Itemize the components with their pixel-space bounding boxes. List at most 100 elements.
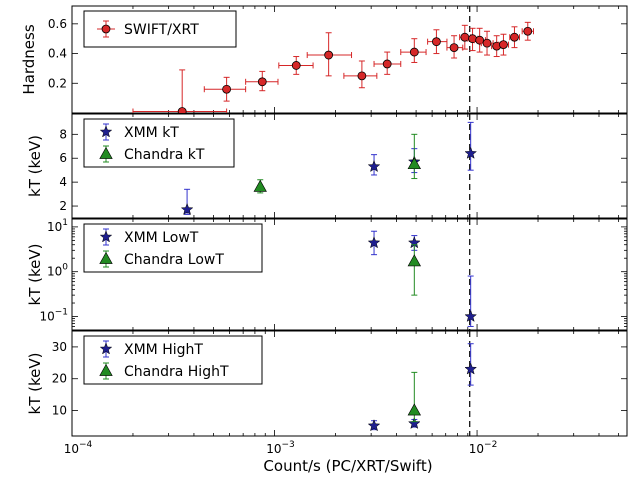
data-point bbox=[407, 244, 421, 296]
x-ticks bbox=[71, 114, 620, 218]
marker-star bbox=[367, 419, 381, 432]
marker-circle bbox=[177, 107, 187, 113]
legend-label: Chandra kT bbox=[124, 147, 205, 163]
x-ticks bbox=[71, 6, 620, 113]
marker-circle bbox=[382, 59, 392, 69]
marker-circle bbox=[523, 26, 533, 36]
legend-label: XMM LowT bbox=[124, 230, 199, 246]
marker-circle bbox=[409, 47, 419, 57]
series-chandra-hight bbox=[407, 371, 421, 423]
legend: XMM LowT Chandra LowT bbox=[83, 223, 263, 273]
panel-frame bbox=[71, 5, 628, 114]
series-xmm-lowt bbox=[367, 230, 478, 327]
x-ticks bbox=[71, 219, 620, 330]
data-point bbox=[203, 76, 247, 102]
y-ticks bbox=[72, 23, 627, 84]
data-point bbox=[407, 371, 421, 423]
marker-triangle bbox=[407, 403, 421, 416]
legend-label: Chandra HighT bbox=[124, 364, 229, 380]
marker-star bbox=[367, 236, 381, 249]
data-point bbox=[446, 35, 464, 59]
legend-box bbox=[83, 118, 235, 168]
y-ticks bbox=[72, 133, 627, 207]
x-axis-label: Count/s (PC/XRT/Swift) bbox=[263, 457, 432, 475]
panel-1: 0.2 0.4 0.6 Hardness SWIFT/XRT bbox=[20, 5, 628, 114]
data-point bbox=[180, 188, 194, 216]
marker-triangle bbox=[407, 254, 421, 267]
marker-triangle bbox=[407, 157, 421, 170]
data-point bbox=[367, 419, 381, 432]
legend: SWIFT/XRT bbox=[83, 10, 237, 48]
data-layer bbox=[367, 343, 478, 432]
data-point bbox=[407, 133, 421, 180]
data-point bbox=[253, 179, 267, 194]
legend-label: XMM kT bbox=[124, 125, 179, 141]
y-tick-label: 0.6 bbox=[48, 17, 67, 31]
legend-marker-triangle bbox=[99, 251, 113, 264]
legend-label: XMM HighT bbox=[124, 342, 203, 358]
legend-marker-star bbox=[99, 342, 113, 355]
marker-circle bbox=[468, 34, 477, 44]
data-point bbox=[132, 69, 228, 113]
x-ticks bbox=[71, 331, 620, 436]
legend-marker-circle bbox=[101, 24, 111, 34]
panel-frame bbox=[71, 113, 628, 219]
data-point bbox=[367, 230, 381, 256]
marker-circle bbox=[499, 40, 508, 50]
marker-star bbox=[180, 202, 194, 216]
legend: XMM kT Chandra kT bbox=[83, 118, 235, 168]
legend-marker-triangle bbox=[99, 146, 113, 159]
data-point bbox=[427, 29, 448, 55]
x-tick-label: 10−2 bbox=[469, 440, 498, 456]
data-layer bbox=[132, 21, 535, 113]
data-point bbox=[509, 26, 520, 49]
data-point bbox=[400, 38, 427, 63]
legend-label: SWIFT/XRT bbox=[124, 22, 199, 38]
x-tick-label: 10−3 bbox=[266, 440, 295, 456]
y-axis-label: kT (keV) bbox=[26, 353, 44, 415]
x-tick-label: 10−4 bbox=[64, 440, 93, 456]
marker-star bbox=[464, 146, 478, 159]
y-axis-label: Hardness bbox=[20, 24, 38, 94]
data-point bbox=[464, 343, 478, 386]
series-xmm-hight bbox=[367, 343, 478, 432]
data-point bbox=[278, 56, 314, 75]
panel-frame bbox=[71, 330, 628, 437]
data-point bbox=[245, 70, 279, 92]
y-tick-label: 10−1 bbox=[39, 308, 68, 324]
data-point bbox=[373, 51, 402, 75]
data-layer bbox=[367, 230, 478, 327]
series-chandra-lowt bbox=[407, 244, 421, 296]
series-swift-xrt bbox=[132, 21, 535, 113]
data-point bbox=[306, 32, 353, 77]
data-layer bbox=[180, 121, 478, 216]
legend: XMM HighT Chandra HighT bbox=[83, 335, 263, 385]
legend-label: Chandra LowT bbox=[124, 252, 224, 268]
y-tick-label: 2 bbox=[59, 199, 67, 213]
marker-star bbox=[407, 416, 421, 429]
data-point bbox=[367, 154, 381, 176]
y-ticks bbox=[72, 226, 627, 331]
marker-circle bbox=[324, 50, 334, 60]
marker-triangle bbox=[253, 179, 267, 192]
marker-circle bbox=[482, 38, 492, 48]
marker-circle bbox=[357, 71, 367, 81]
panel-2: 2 4 6 8 kT (keV) XMM kT Chandra kT bbox=[26, 113, 628, 219]
y-axis-label: kT (keV) bbox=[26, 135, 44, 197]
legend-marker-star bbox=[99, 230, 113, 243]
data-point bbox=[498, 33, 510, 56]
y-tick-label: 101 bbox=[47, 218, 68, 234]
marker-star bbox=[464, 362, 478, 375]
marker-circle bbox=[449, 43, 459, 53]
legend-marker-star bbox=[99, 125, 113, 138]
legend-box bbox=[83, 335, 263, 385]
data-point bbox=[464, 121, 478, 171]
y-axis-label: kT (keV) bbox=[26, 244, 44, 306]
y-tick-label: 20 bbox=[52, 372, 67, 386]
marker-circle bbox=[257, 77, 267, 87]
data-point bbox=[521, 21, 535, 41]
y-tick-label: 0.4 bbox=[48, 47, 67, 61]
y-tick-label: 100 bbox=[47, 263, 68, 279]
